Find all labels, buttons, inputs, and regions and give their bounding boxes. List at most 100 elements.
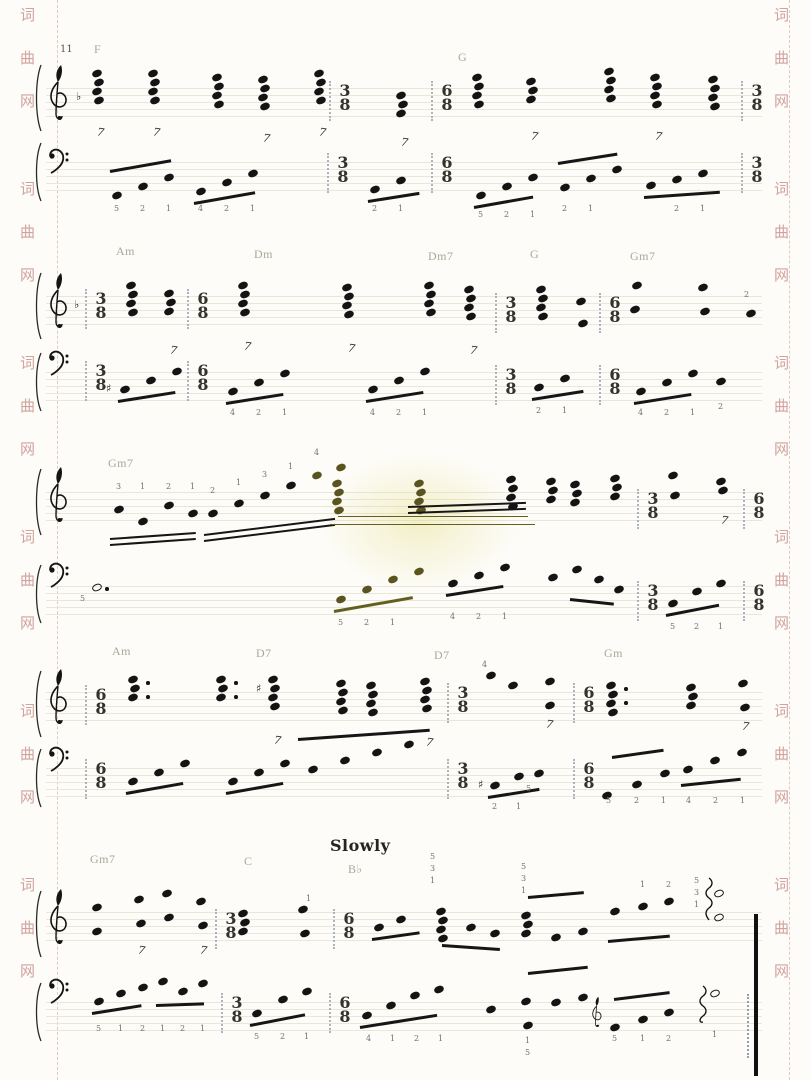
staff-brace: [33, 890, 43, 958]
staff-brace: [33, 670, 43, 738]
time-sig-denominator: 8: [583, 697, 595, 716]
time-sig-denominator: 8: [647, 503, 659, 522]
fingering-number: 2: [364, 618, 370, 627]
chord-stack-note: [125, 280, 137, 291]
fingering-number: 2: [224, 204, 230, 213]
chord-stack-note: [127, 674, 139, 685]
eighth-rest: 7: [169, 343, 178, 358]
fingering-number: 2: [664, 408, 670, 417]
fingering-number: 1: [304, 1032, 310, 1041]
fingering-number: 1: [140, 482, 146, 491]
note-head: [301, 986, 313, 997]
chord-stack-note: [605, 680, 617, 691]
note-head: [709, 755, 721, 766]
fingering-number: 1: [282, 408, 288, 417]
time-sig-numerator: 6: [583, 759, 595, 778]
note-head: [544, 676, 556, 687]
treble-clef-icon: [46, 664, 72, 728]
arpeggio-icon: [704, 876, 714, 922]
chord-stack-note: [419, 676, 431, 687]
time-sig-numerator: 3: [505, 293, 517, 312]
time-sig-numerator: 6: [609, 365, 621, 384]
eighth-rest: 7: [654, 129, 663, 144]
note-head: [197, 978, 209, 989]
measure-number: 11: [60, 44, 73, 55]
fingering-number: 1: [390, 1034, 396, 1043]
fingering-number: 5: [338, 618, 344, 627]
time-sig-denominator: 8: [231, 1007, 243, 1026]
note-head: [403, 739, 415, 750]
note-head: [409, 990, 421, 1001]
note-head: [133, 894, 145, 905]
bass-clef-icon: [48, 744, 70, 774]
fingering-number: 3: [521, 874, 527, 883]
fingering-number: 2: [694, 622, 700, 631]
chord-stack-note: [423, 280, 435, 291]
note-head: [339, 755, 351, 766]
watermark-char: 曲: [774, 397, 790, 415]
fingering-number: 3: [262, 470, 268, 479]
fingering-number: 2: [492, 802, 498, 811]
fingering-number: 1: [690, 408, 696, 417]
note-head: [371, 747, 383, 758]
time-sig-numerator: 6: [197, 289, 209, 308]
chord-stack-note: [335, 678, 347, 689]
time-sig-denominator: 8: [647, 595, 659, 614]
fingering-number: 2: [634, 796, 640, 805]
fingering-number: 2: [396, 408, 402, 417]
chord-stack-note: [525, 76, 537, 87]
time-sig-denominator: 8: [609, 307, 621, 326]
note-head: [593, 574, 605, 585]
chord-symbol: Dm: [254, 247, 273, 261]
watermark-char: 曲: [774, 223, 790, 241]
time-sig-numerator: 3: [647, 489, 659, 508]
watermark-char: 词: [774, 702, 790, 720]
watermark-char: 词: [20, 528, 36, 546]
accidental: ♯: [106, 382, 112, 395]
fingering-number: 4: [638, 408, 644, 417]
note-head: [736, 747, 748, 758]
beam-line: [527, 891, 584, 899]
watermark-char: 词: [20, 876, 36, 894]
fingering-number: 2: [166, 482, 172, 491]
fingering-number: 1: [521, 886, 527, 895]
time-sig-numerator: 3: [505, 365, 517, 384]
time-sig-numerator: 6: [609, 293, 621, 312]
chord-symbol: G: [458, 50, 468, 64]
augmentation-dot: [146, 681, 150, 685]
beam-line: [330, 524, 535, 525]
fingering-number: 1: [640, 880, 646, 889]
fingering-number: 4: [482, 660, 488, 669]
note-head: [709, 988, 721, 999]
watermark-char: 曲: [774, 571, 790, 589]
fingering-number: 1: [398, 204, 404, 213]
eighth-rest: 7: [741, 719, 750, 734]
time-sig-numerator: 6: [95, 759, 107, 778]
fingering-number: 3: [694, 888, 700, 897]
chord-symbol: Gm: [604, 646, 623, 660]
time-sig-numerator: 6: [95, 685, 107, 704]
fingering-number: 1: [190, 482, 196, 491]
time-sig-denominator: 8: [225, 923, 237, 942]
fingering-number: 1: [694, 900, 700, 909]
note-head: [631, 280, 643, 291]
fingering-number: 2: [666, 880, 672, 889]
treble-clef-icon: [46, 462, 72, 526]
fingering-number: 5: [430, 852, 436, 861]
augmentation-dot: [146, 695, 150, 699]
fingering-number: 4: [370, 408, 376, 417]
watermark-char: 网: [20, 440, 36, 458]
time-sig-numerator: 6: [753, 489, 765, 508]
note-head: [161, 888, 173, 899]
fingering-number: 2: [210, 486, 216, 495]
time-sig-numerator: 3: [647, 581, 659, 600]
chord-stack-note: [545, 476, 557, 487]
